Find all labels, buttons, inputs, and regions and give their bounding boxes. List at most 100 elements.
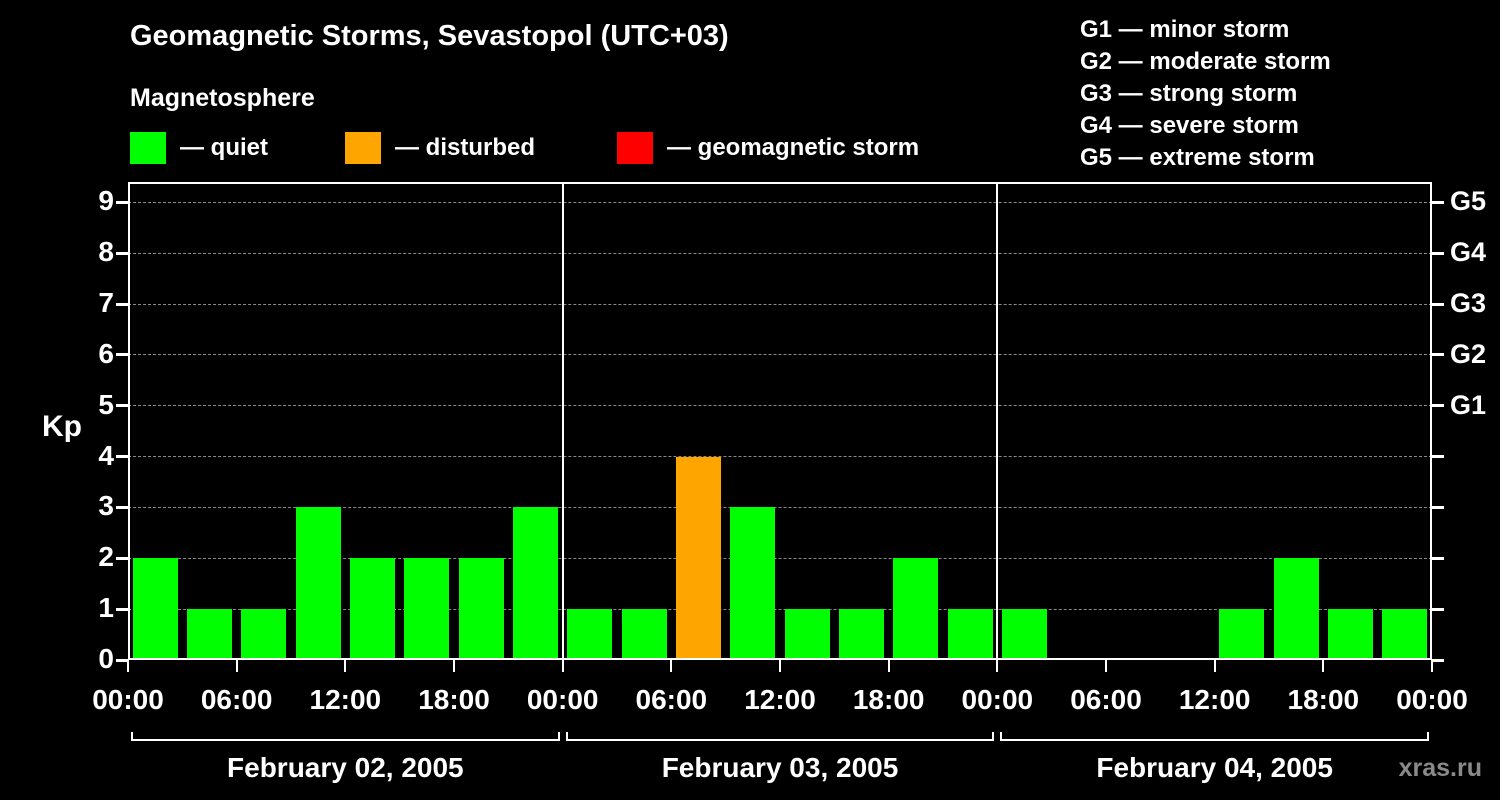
kp-bar: [893, 558, 939, 660]
y-axis-tick-right: [1432, 556, 1444, 560]
kp-bar: [1273, 558, 1319, 660]
y-axis-tick-right: [1432, 200, 1444, 204]
gridline-kp-4: [128, 456, 1432, 458]
y-axis-tick-right: [1432, 505, 1444, 509]
y-axis-label: 0: [98, 643, 114, 674]
y-axis-label: 4: [98, 439, 114, 471]
kp-bar: [1001, 609, 1048, 660]
y-axis-tick-right: [1432, 404, 1444, 408]
day-bracket: [565, 732, 995, 741]
x-axis-tick: [344, 660, 347, 672]
kp-bar: [1382, 609, 1428, 660]
g-scale-label: G3: [1450, 288, 1487, 319]
gridline-kp-5: [128, 405, 1432, 407]
legend-label-quiet: — quiet: [180, 134, 268, 161]
gridline-kp-7: [128, 303, 1432, 305]
y-axis-tick: [116, 404, 128, 408]
kp-bar: [621, 609, 667, 660]
x-axis-label: 18:00: [418, 684, 490, 715]
y-axis-label: 8: [98, 236, 114, 268]
x-axis-tick: [1213, 660, 1216, 672]
y-axis-tick: [116, 658, 128, 662]
x-axis-label: 18:00: [852, 684, 925, 715]
x-axis-tick: [1105, 660, 1107, 672]
x-axis-label: 12:00: [309, 684, 382, 715]
y-axis-tick: [116, 505, 128, 509]
gridline-kp-3: [128, 506, 1432, 508]
day-bracket: [131, 732, 560, 741]
kp-bar: [404, 558, 450, 660]
date-label: February 02, 2005: [227, 752, 464, 783]
y-axis-label: 3: [98, 490, 114, 522]
x-axis-tick: [887, 660, 890, 672]
g-scale-label: G4: [1450, 237, 1487, 268]
chart-title: Geomagnetic Storms, Sevastopol (UTC+03): [130, 20, 729, 52]
x-axis-tick: [996, 660, 999, 672]
g1-legend-line: G1 — minor storm: [1080, 16, 1290, 43]
legend-label-disturbed: — disturbed: [395, 134, 536, 161]
y-axis-tick: [116, 353, 128, 357]
kp-bar: [947, 609, 993, 660]
kp-bar: [784, 609, 830, 660]
g-scale-label: G2: [1450, 338, 1487, 369]
watermark: xras.ru: [1398, 754, 1482, 782]
kp-bar: [241, 609, 287, 660]
x-axis-label: 00:00: [1396, 684, 1468, 715]
y-axis-label: 7: [98, 287, 114, 319]
x-axis-label: 12:00: [1178, 684, 1251, 715]
date-label: February 04, 2005: [1096, 752, 1333, 783]
y-axis-tick: [116, 455, 128, 459]
y-axis-tick: [116, 607, 128, 611]
x-axis-label: 00:00: [92, 684, 164, 715]
y-axis-tick: [116, 556, 128, 560]
day-bracket: [1000, 732, 1429, 741]
gridline-kp-9: [128, 201, 1432, 203]
kp-bar: [512, 507, 559, 660]
gridline-kp-8: [128, 252, 1432, 254]
kp-bar: [349, 558, 396, 660]
storm-color-swatch: [617, 132, 653, 164]
quiet-color-swatch: [130, 132, 166, 164]
kp-bar: [295, 507, 341, 660]
x-axis-tick: [670, 660, 673, 672]
date-label: February 03, 2005: [661, 752, 899, 783]
y-axis-tick-right: [1432, 607, 1444, 611]
legend-item-quiet: — quiet: [130, 132, 268, 164]
g4-legend-line: G4 — severe storm: [1080, 112, 1299, 139]
y-axis-tick: [116, 302, 128, 306]
day-separator: [561, 182, 564, 660]
x-axis-label: 06:00: [635, 684, 708, 715]
x-axis-label: 00:00: [961, 684, 1034, 715]
g2-legend-line: G2 — moderate storm: [1080, 48, 1331, 75]
x-axis-label: 06:00: [1070, 684, 1142, 715]
x-axis-tick: [127, 660, 129, 672]
x-axis-tick: [453, 660, 455, 672]
kp-bar: [730, 507, 776, 660]
plot-area: [128, 182, 1432, 660]
y-axis-tick-right: [1432, 251, 1444, 255]
g3-legend-line: G3 — strong storm: [1080, 80, 1298, 107]
legend-item-storm: — geomagnetic storm: [617, 132, 919, 164]
legend-label-storm: — geomagnetic storm: [667, 134, 920, 161]
g-scale-label: G1: [1450, 389, 1487, 420]
y-axis-tick-right: [1432, 302, 1444, 306]
kp-bar: [132, 558, 178, 660]
gridline-kp-1: [128, 608, 1432, 610]
chart-subtitle: Magnetosphere: [130, 84, 315, 112]
y-axis-tick-right: [1432, 455, 1444, 459]
gridline-kp-6: [128, 354, 1432, 356]
y-axis-label: 6: [98, 337, 114, 369]
y-axis-tick: [116, 251, 128, 255]
y-axis-tick-right: [1432, 353, 1444, 357]
kp-bar: [1327, 609, 1374, 660]
y-axis-label: 1: [98, 592, 114, 624]
x-axis-tick: [779, 660, 781, 672]
day-separator: [996, 182, 999, 660]
y-axis-tick-right: [1432, 658, 1444, 662]
legend-item-disturbed: — disturbed: [345, 132, 535, 164]
x-axis-label: 00:00: [526, 684, 599, 715]
y-axis-tick: [116, 200, 128, 204]
x-axis-tick: [1322, 660, 1325, 672]
x-axis-tick: [1431, 660, 1433, 672]
x-axis-label: 06:00: [200, 684, 273, 715]
